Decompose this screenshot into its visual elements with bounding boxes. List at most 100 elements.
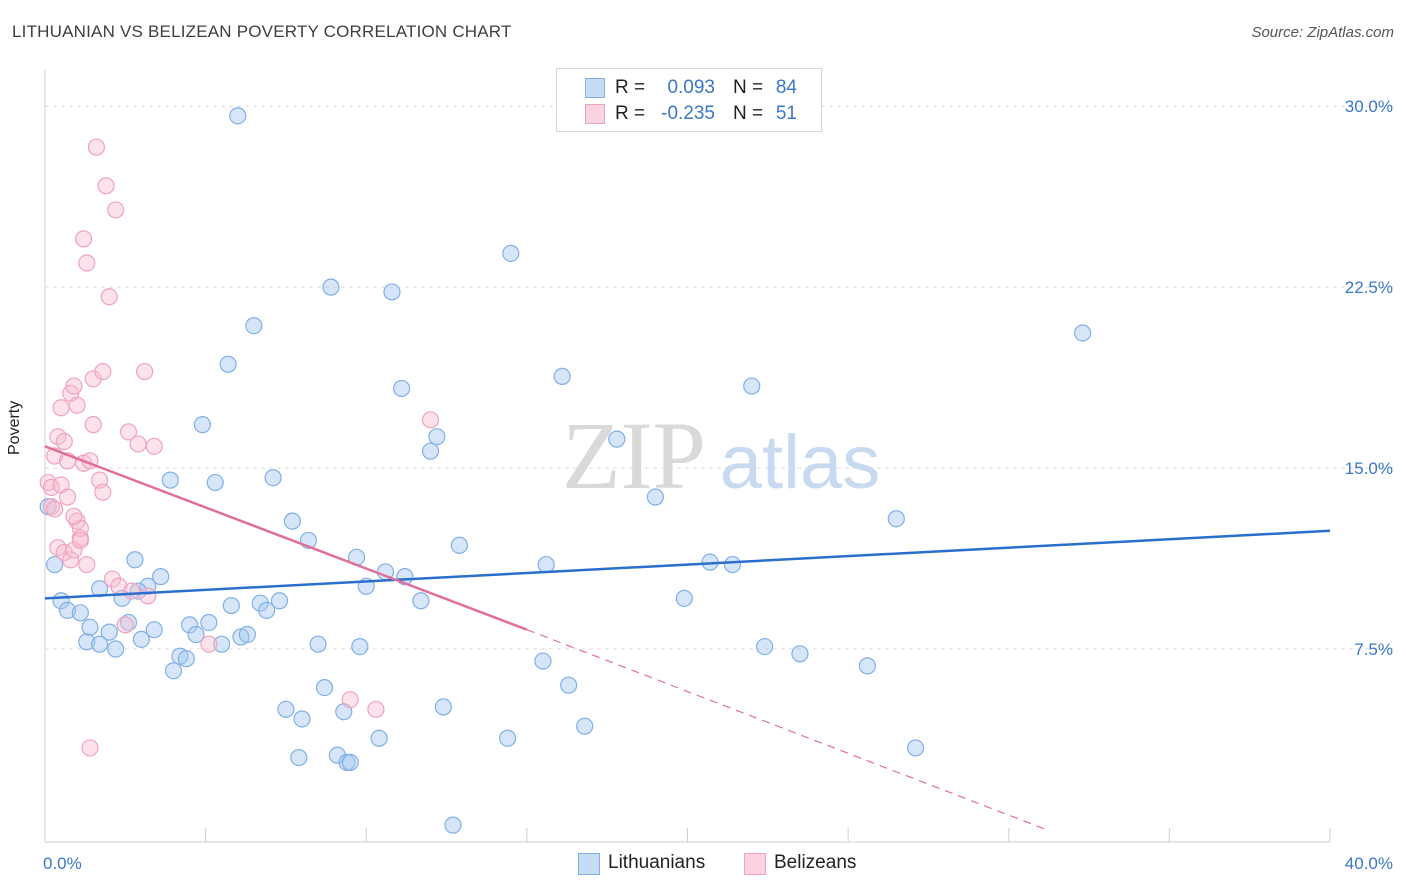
lithuanians-point: [450, 536, 469, 554]
lithuanians-point: [100, 623, 118, 641]
lithuanians-point: [887, 510, 905, 528]
belizeans-point: [71, 531, 89, 550]
lithuanians-point: [646, 488, 664, 506]
lithuanians-point: [177, 650, 195, 668]
gridlines: [45, 105, 1395, 650]
watermark-zip: ZIP: [562, 402, 706, 509]
y-tick-label: 22.5%: [1345, 278, 1393, 297]
n-label: N =: [733, 77, 764, 98]
r-label: R =: [615, 77, 646, 98]
legend-label: Belizeans: [774, 852, 857, 873]
lithuanians-point: [229, 107, 247, 125]
lithuanians-point: [152, 568, 170, 586]
lithuanians-point: [293, 710, 311, 728]
lithuanians-point: [537, 555, 555, 574]
trend-lines: [44, 445, 1331, 831]
lithuanians-point: [81, 618, 99, 636]
belizeans-point: [46, 500, 64, 518]
lithuanians-point: [219, 355, 237, 373]
belizeans-swatch-icon: [585, 104, 605, 124]
lithuanians-point: [264, 469, 282, 487]
lithuanians-point: [421, 442, 440, 460]
x-tick-label: 40.0%: [1345, 854, 1393, 873]
watermark: ZIP atlas: [562, 402, 880, 509]
belizeans-point: [123, 582, 141, 600]
belizeans-point: [116, 616, 134, 634]
y-tick-label: 7.5%: [1354, 640, 1393, 659]
lithuanians-point: [245, 317, 263, 335]
belizeans-point: [97, 177, 115, 195]
belizeans-trend-extension: [526, 629, 1048, 831]
lithuanians-point: [315, 678, 334, 697]
lithuanians-point: [553, 367, 571, 385]
r-value: -0.235: [661, 103, 715, 124]
lithuanians-point: [258, 601, 276, 620]
chart-title: LITHUANIAN VS BELIZEAN POVERTY CORRELATI…: [12, 22, 512, 41]
n-value: 51: [775, 103, 797, 124]
lithuanians-point: [428, 428, 446, 446]
lithuanians-point: [78, 633, 96, 651]
belizeans-point: [200, 635, 218, 653]
lithuanians-point: [608, 430, 626, 448]
belizeans-point: [107, 201, 125, 219]
lithuanians-point: [187, 625, 205, 644]
belizeans-point: [81, 739, 99, 757]
lithuanians-point: [283, 512, 301, 530]
lithuanians-point: [145, 621, 163, 639]
belizeans-point: [367, 700, 385, 718]
belizeans-point: [62, 551, 80, 569]
lithuanians-point: [675, 589, 693, 607]
lithuanians-point: [270, 592, 289, 610]
lithuanians-point: [858, 657, 877, 675]
lithuanians-point: [392, 379, 411, 398]
lithuanians-point: [129, 582, 147, 600]
belizeans-point: [42, 498, 61, 516]
lithuanians-point: [71, 604, 89, 622]
lithuanians-point: [164, 662, 183, 680]
lithuanians-point: [126, 551, 144, 569]
lithuanians-point: [560, 676, 578, 694]
lithuanians-point: [238, 625, 256, 644]
watermark-atlas: atlas: [720, 420, 881, 505]
lithuanians-point: [251, 594, 269, 612]
tick-labels: 7.5% 15.0% 22.5% 30.0% 0.0% 40.0%: [43, 97, 1393, 873]
belizeans-point: [139, 587, 157, 605]
lithuanians-point: [46, 555, 64, 574]
lithuanians-point: [791, 645, 809, 663]
belizeans-point: [55, 432, 73, 451]
lithuanians-point: [444, 816, 462, 834]
lithuanians-point: [119, 613, 138, 632]
lithuanians-point: [277, 700, 295, 718]
legend-label: Lithuanians: [608, 852, 706, 873]
lithuanians-point: [723, 555, 742, 574]
belizeans-trend-line: [44, 445, 528, 631]
lithuanians-trend-line: [44, 529, 1331, 600]
lithuanians-point: [309, 635, 327, 653]
belizeans-point: [58, 488, 77, 506]
lithuanians-point: [341, 753, 359, 771]
lithuanians-point: [213, 635, 231, 653]
belizeans-point: [87, 138, 106, 156]
lithuanians-point: [193, 416, 212, 434]
lithuanians-point: [534, 652, 552, 670]
lithuanians-point: [200, 613, 218, 632]
stats-row-lithuanians: R = 0.093 N = 84: [557, 75, 821, 101]
belizeans-point: [100, 288, 118, 306]
lithuanians-point: [180, 616, 199, 634]
stats-row-belizeans: R = -0.235 N = 51: [557, 101, 821, 127]
x-tick-label: 0.0%: [43, 854, 82, 873]
lithuanians-point: [222, 596, 240, 615]
n-value: 84: [775, 77, 797, 98]
lithuanians-point: [370, 729, 388, 747]
belizeans-point: [94, 483, 112, 501]
lithuanians-point: [132, 630, 150, 648]
belizeans-point: [65, 507, 83, 525]
belizeans-point: [103, 570, 122, 588]
lithuanians-point: [161, 471, 179, 489]
r-label: R =: [615, 103, 646, 124]
belizeans-point: [65, 377, 83, 395]
lithuanians-point: [906, 739, 925, 757]
source-label: Source: ZipAtlas.com: [1251, 24, 1394, 41]
lithuanians-point: [351, 637, 369, 656]
belizeans-point: [39, 473, 57, 492]
